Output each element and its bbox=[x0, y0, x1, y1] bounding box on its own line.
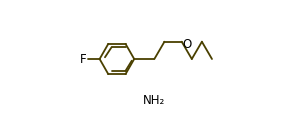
Text: F: F bbox=[80, 53, 86, 65]
Text: NH₂: NH₂ bbox=[143, 94, 166, 107]
Text: O: O bbox=[183, 38, 192, 51]
